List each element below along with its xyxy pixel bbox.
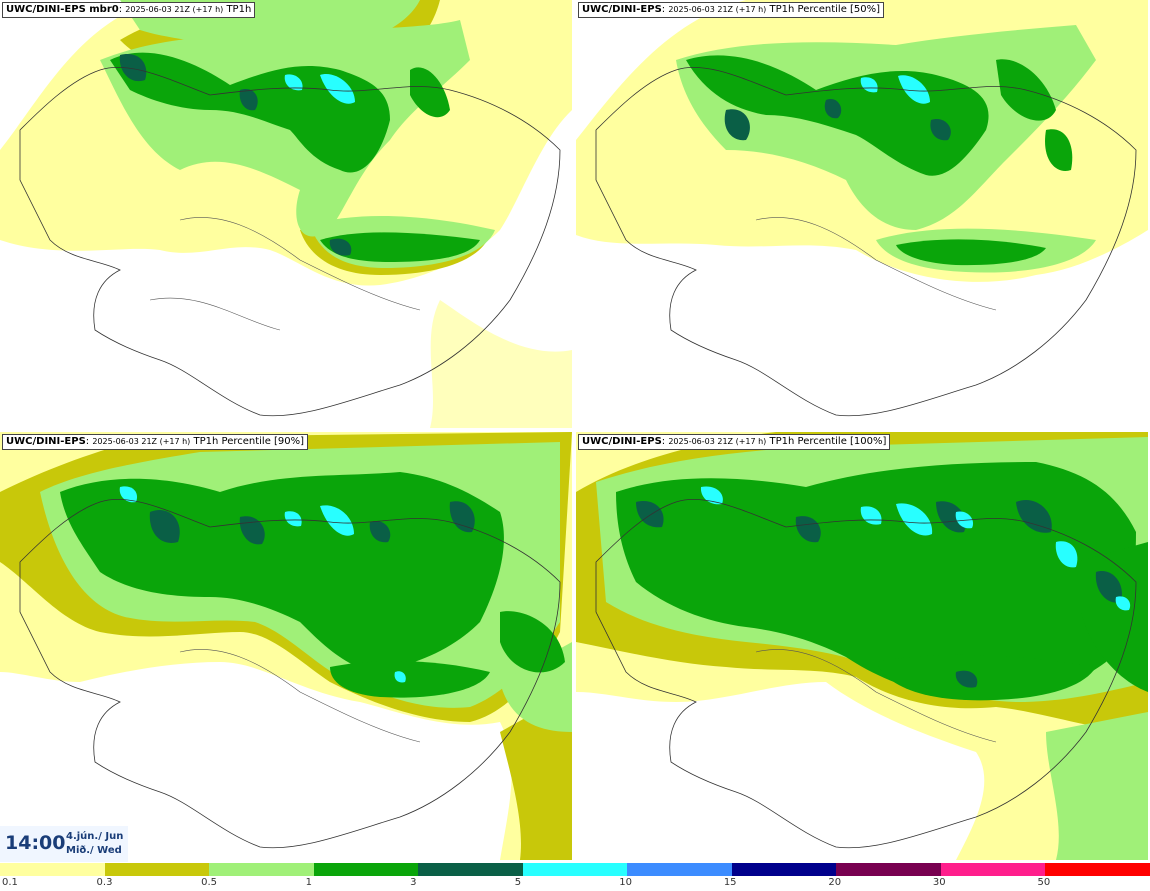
colorbar-label: 5 xyxy=(514,877,522,888)
colorbar-segment xyxy=(940,863,1046,876)
precip-map xyxy=(576,0,1148,428)
colorbar-label: 1 xyxy=(305,877,312,888)
colorbar-segment xyxy=(418,863,524,876)
valid-weekday: Mið./ Wed xyxy=(66,845,122,856)
colorbar-segment xyxy=(313,863,419,876)
colorbar-label: 50 xyxy=(1037,877,1051,888)
colorbar-label: 30 xyxy=(932,877,946,888)
map-panel-mbr0: UWC/DINI-EPS mbr0: 2025-06-03 21Z (+17 h… xyxy=(0,0,572,428)
colorbar-label: 0.5 xyxy=(201,877,217,888)
map-panel-p50: UWC/DINI-EPS: 2025-06-03 21Z (+17 h) TP1… xyxy=(576,0,1148,428)
colorbar-segment xyxy=(522,863,628,876)
colorbar-label: 15 xyxy=(723,877,737,888)
colorbar-label: 20 xyxy=(828,877,842,888)
valid-date: 4.jún./ Jun xyxy=(66,831,124,842)
map-panel-p90: UWC/DINI-EPS: 2025-06-03 21Z (+17 h) TP1… xyxy=(0,432,572,860)
colorbar-label: 0.3 xyxy=(96,877,113,888)
precip-map xyxy=(0,0,572,428)
colorbar-labels: 0.1 0.3 0.5 1 3 5 10 15 20 30 50 xyxy=(0,877,1150,891)
colorbar-segment xyxy=(836,863,942,876)
precip-colorbar xyxy=(0,863,1150,876)
colorbar-label: 0.1 xyxy=(2,877,18,888)
colorbar-segment xyxy=(104,863,210,876)
panel-title: UWC/DINI-EPS: 2025-06-03 21Z (+17 h) TP1… xyxy=(578,434,891,450)
valid-time: 14:00 xyxy=(5,832,66,854)
precip-map xyxy=(576,432,1148,860)
colorbar-label: 10 xyxy=(619,877,632,888)
valid-time-box: 14:00 4.jún./ Jun Mið./ Wed xyxy=(0,826,128,862)
panel-title: UWC/DINI-EPS: 2025-06-03 21Z (+17 h) TP1… xyxy=(2,434,309,450)
colorbar-label: 3 xyxy=(410,877,417,888)
colorbar-segment xyxy=(209,863,315,876)
panel-title: UWC/DINI-EPS: 2025-06-03 21Z (+17 h) TP1… xyxy=(578,2,885,18)
colorbar-segment xyxy=(1045,863,1150,876)
colorbar-segment xyxy=(0,863,106,876)
map-panel-p100: UWC/DINI-EPS: 2025-06-03 21Z (+17 h) TP1… xyxy=(576,432,1148,860)
precip-map xyxy=(0,432,572,860)
panel-title: UWC/DINI-EPS mbr0: 2025-06-03 21Z (+17 h… xyxy=(2,2,256,18)
colorbar-segment xyxy=(731,863,837,876)
colorbar-segment xyxy=(627,863,733,876)
